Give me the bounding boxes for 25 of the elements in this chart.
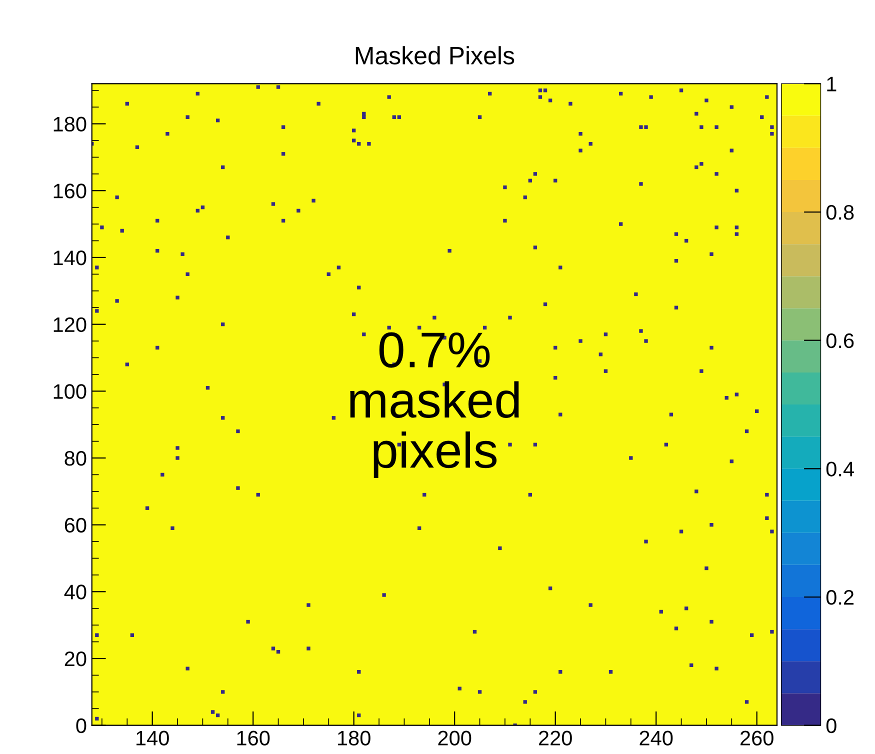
- y-tick-label: 120: [54, 317, 86, 332]
- color-bar-label: 0.6: [826, 333, 854, 348]
- y-tick-label: 80: [64, 450, 86, 466]
- color-bar-label: 0.8: [826, 205, 854, 220]
- y-tick-label: 20: [64, 652, 86, 666]
- color-bar-label: 0.2: [826, 590, 854, 605]
- y-tick-label: 160: [54, 184, 86, 198]
- y-tick-label: 0: [76, 718, 86, 734]
- y-tick-label: 180: [54, 116, 86, 132]
- x-tick-label: 160: [237, 730, 270, 746]
- color-bar-label: 0: [826, 718, 836, 734]
- color-bar-label: 1: [827, 76, 836, 92]
- y-tick-label: 100: [54, 384, 86, 399]
- y-tick-label: 140: [54, 250, 86, 266]
- x-tick-label: 140: [136, 730, 169, 746]
- x-tick-label: 240: [640, 730, 673, 746]
- y-tick-label: 40: [64, 584, 86, 600]
- color-bar-label: 0.4: [826, 462, 854, 476]
- y-tick-label: 60: [64, 518, 86, 533]
- x-tick-label: 200: [438, 730, 472, 746]
- x-tick-label: 180: [338, 730, 370, 746]
- x-tick-label: 220: [539, 730, 572, 746]
- annotation: 0.7% masked pixels: [350, 332, 519, 478]
- x-tick-label: 260: [740, 730, 774, 746]
- chart-title: Masked Pixels: [356, 46, 514, 64]
